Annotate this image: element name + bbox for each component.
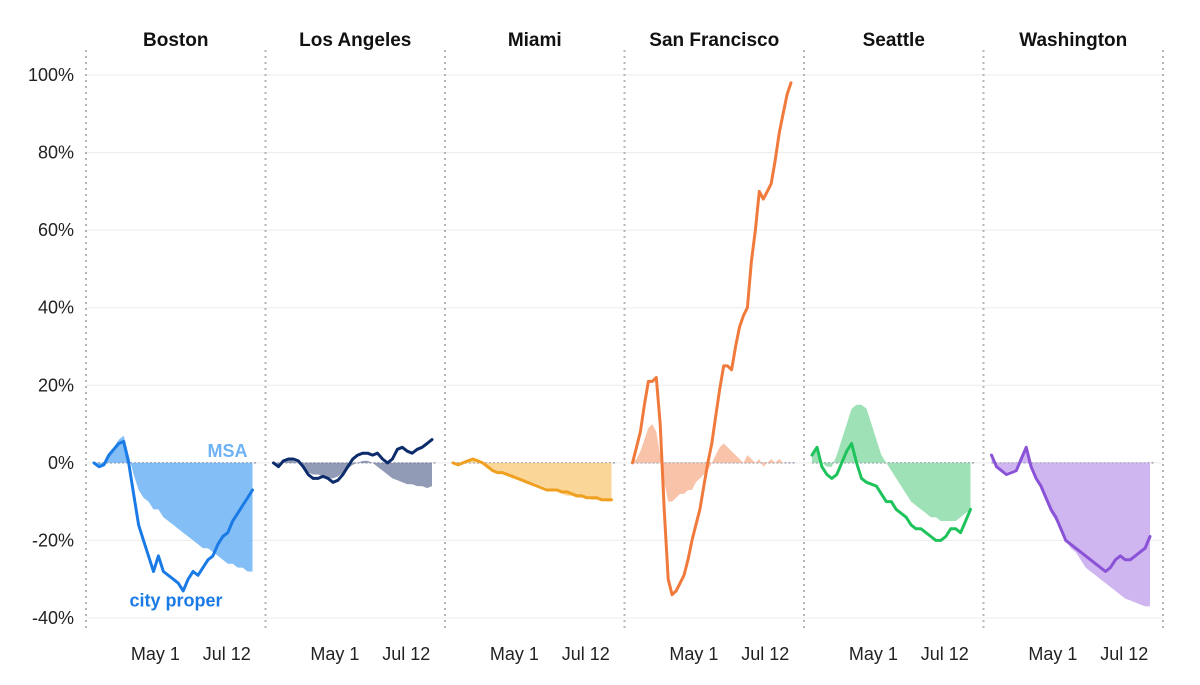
panel-title: Los Angeles (299, 30, 411, 51)
panel-separators (85, 50, 1164, 630)
x-tick-label: Jul 12 (382, 644, 430, 664)
panel-washington: Washington May 1 Jul 12 (990, 30, 1155, 664)
y-tick-label: 60% (38, 220, 74, 240)
x-tick-label: May 1 (131, 644, 180, 664)
msa-area-los-angeles (273, 459, 432, 489)
panel-los-angeles: Los Angeles May 1 Jul 12 (272, 30, 437, 664)
y-tick-label: 100% (28, 65, 74, 85)
x-tick-label: May 1 (310, 644, 359, 664)
y-tick-label: -40% (32, 608, 74, 628)
msa-area-san-francisco (632, 424, 791, 502)
x-tick-label: Jul 12 (203, 644, 251, 664)
x-tick-label: May 1 (669, 644, 718, 664)
x-tick-label: May 1 (490, 644, 539, 664)
y-tick-label: 20% (38, 375, 74, 395)
msa-area-seattle (812, 404, 971, 521)
y-tick-label: 0% (48, 453, 74, 473)
x-tick-label: May 1 (849, 644, 898, 664)
panel-san-francisco: San Francisco May 1 Jul 12 (631, 30, 796, 664)
panel-title: Miami (508, 30, 562, 51)
msa-area-miami (453, 459, 612, 502)
annotation-city-proper: city proper (129, 591, 222, 611)
y-tick-label: -20% (32, 530, 74, 550)
panel-boston: Boston May 1 Jul 12 (92, 30, 258, 664)
city-line-boston (92, 440, 254, 593)
panel-title: Seattle (863, 30, 925, 51)
panel-seattle: Seattle May 1 Jul 12 (810, 30, 976, 664)
y-tick-label: 40% (38, 298, 74, 318)
city-line-san-francisco (631, 81, 793, 597)
x-tick-label: May 1 (1028, 644, 1077, 664)
y-tick-label: 80% (38, 143, 74, 163)
panel-miami: Miami May 1 Jul 12 (451, 30, 617, 664)
annotations: MSA city proper (129, 441, 247, 611)
city-line-seattle (810, 442, 972, 542)
x-tick-label: Jul 12 (562, 644, 610, 664)
msa-area-washington (991, 451, 1150, 607)
panel-title: Boston (143, 30, 208, 51)
annotation-msa: MSA (208, 441, 248, 461)
city-line-miami (451, 457, 613, 502)
x-tick-label: Jul 12 (921, 644, 969, 664)
x-tick-label: Jul 12 (741, 644, 789, 664)
city-line-washington (990, 445, 1152, 573)
panel-title: San Francisco (649, 30, 779, 51)
msa-area-boston (94, 435, 253, 572)
x-tick-label: Jul 12 (1100, 644, 1148, 664)
city-line-los-angeles (272, 438, 434, 484)
panel-title: Washington (1019, 30, 1127, 51)
y-axis: 100% 80% 60% 40% 20% 0% -20% -40% (28, 65, 74, 628)
